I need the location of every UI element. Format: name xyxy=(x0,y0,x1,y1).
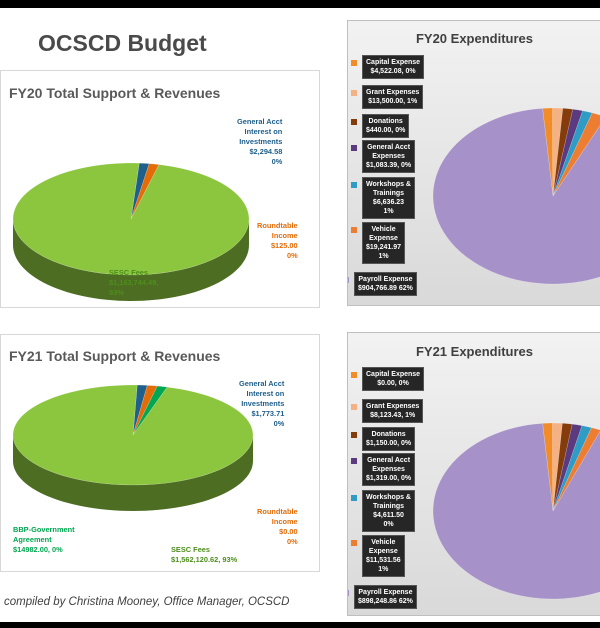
fy21-vehicle-box: Vehicle Expense $11,531.56 1% xyxy=(351,535,405,577)
legend-swatch xyxy=(351,227,357,233)
fy20-revenue-pie-side xyxy=(13,219,249,301)
fy20-expenditure-slice-general-acct-expenses xyxy=(552,108,583,197)
fy21-expenditure-pie xyxy=(432,422,600,600)
fy21-revenue-slice-bbp-government-agreement xyxy=(132,385,168,436)
legend-swatch xyxy=(351,145,357,151)
fy20-general-box: General Acct Expenses $1,083.39, 0% xyxy=(351,140,416,173)
legend-swatch xyxy=(351,540,357,546)
fy21-expenditure-slice-payroll-expense xyxy=(432,423,600,600)
fy21-sesc-label: SESC Fees $1,562,120.62, 93% xyxy=(171,545,238,564)
fy20-expenditure-slice-capital-expense xyxy=(542,107,554,197)
fy21-grant-box: Grant Expenses $8,123.43, 1% xyxy=(351,399,424,423)
legend-swatch xyxy=(348,590,349,596)
fy21-capital-box: Capital Expense $0.00, 0% xyxy=(351,367,425,391)
fy21-expenditure-slice-vehicle-expense xyxy=(552,427,600,512)
fy20-sesc-label: SESC Fees $1,163,744.49, 93% xyxy=(109,268,159,297)
fy20-revenue-pie xyxy=(12,162,250,301)
fy20-donations-box: Donations $440.00, 0% xyxy=(351,114,410,138)
footer-credit: compiled by Christina Mooney, Office Man… xyxy=(4,596,290,608)
fy20-revenue-panel: FY20 Total Support & Revenues General Ac… xyxy=(0,70,320,308)
fy21-revenue-pie xyxy=(12,384,254,511)
legend-swatch xyxy=(351,60,357,66)
legend-swatch xyxy=(351,458,357,464)
fy21-expenditure-slice-donations xyxy=(552,423,573,512)
fy21-expenditure-slice-workshops-trainings xyxy=(552,425,592,512)
fy20-payroll-box: Payroll Expense $904,766.89 62% xyxy=(348,272,417,296)
legend-swatch xyxy=(351,182,357,188)
fy20-expenditure-slice-donations xyxy=(552,108,574,197)
legend-swatch xyxy=(351,90,357,96)
fy20-revenue-slice-sesc-fees xyxy=(12,162,250,276)
fy20-roundtable-label: Roundtable Income $125.00 0% xyxy=(257,221,298,260)
fy21-expenditure-slice-general-acct-expenses xyxy=(552,423,583,512)
legend-swatch xyxy=(348,277,349,283)
fy21-workshops-box: Workshops & Trainings $4,611.50 0% xyxy=(351,490,415,532)
fy21-expenditure-title: FY21 Expenditures xyxy=(415,344,534,359)
top-border xyxy=(0,0,600,8)
fy21-revenue-pie-side xyxy=(13,435,253,511)
legend-swatch xyxy=(351,372,357,378)
fy20-vehicle-box: Vehicle Expense $19,241.97 1% xyxy=(351,222,406,264)
fy20-grant-box: Grant Expenses $13,500.00, 1% xyxy=(351,85,424,109)
fy21-revenue-slice-general-acct-interest-on-investments xyxy=(132,384,148,436)
fy21-revenue-title: FY21 Total Support & Revenues xyxy=(9,348,221,364)
page-title: OCSCD Budget xyxy=(38,30,207,56)
legend-swatch xyxy=(351,119,357,125)
fy20-interest-label: General Acct Interest on Investments $2,294… xyxy=(237,117,283,166)
fy20-revenue-title: FY20 Total Support & Revenues xyxy=(9,85,221,101)
fy20-expenditure-panel: FY20 Expenditures Capital Expense $4,522.… xyxy=(347,20,600,306)
fy20-expenditure-pie xyxy=(432,107,600,285)
fy21-revenue-slice-sesc-fees xyxy=(12,384,254,486)
fy21-roundtable-label: Roundtable Income $0.00 0% xyxy=(257,507,298,546)
fy21-revenue-panel: FY21 Total Support & Revenues General Ac… xyxy=(0,334,320,572)
fy21-general-box: General Acct Expenses $1,319.00, 0% xyxy=(351,453,416,486)
fy21-expenditure-slice-capital-expense xyxy=(542,422,554,512)
fy21-expenditure-panel: FY21 Expenditures Capital Expense $0.00, … xyxy=(347,332,600,616)
fy20-expenditure-slice-grant-expenses xyxy=(552,107,564,197)
fy20-expenditure-slice-workshops-trainings xyxy=(552,110,593,197)
fy20-revenue-slice-roundtable-income xyxy=(130,163,160,220)
fy21-expenditure-slice-grant-expenses xyxy=(552,422,563,512)
fy20-expenditure-slice-vehicle-expense xyxy=(552,112,600,197)
fy20-expenditure-title: FY20 Expenditures xyxy=(415,31,534,46)
fy21-interest-label: General Acct Interest on Investments $1,773… xyxy=(239,379,285,428)
fy21-revenue-slice-roundtable-income xyxy=(132,385,158,436)
fy20-revenue-slice-general-acct-interest-on-investments xyxy=(130,162,150,220)
fy21-bbp-label: BBP-Government Agreement $14982.00, 0% xyxy=(13,525,75,554)
fy20-capital-box: Capital Expense $4,522.08, 0% xyxy=(351,55,425,79)
bottom-border xyxy=(0,622,600,628)
fy20-expenditure-slice-payroll-expense xyxy=(432,108,600,285)
fy21-donations-box: Donations $1,150.00, 0% xyxy=(351,427,416,451)
legend-swatch xyxy=(351,404,357,410)
fy20-workshops-box: Workshops & Trainings $6,636.23 1% xyxy=(351,177,415,219)
legend-swatch xyxy=(351,432,357,438)
legend-swatch xyxy=(351,495,357,501)
fy21-payroll-box: Payroll Expense $898,248.86 62% xyxy=(348,585,417,609)
